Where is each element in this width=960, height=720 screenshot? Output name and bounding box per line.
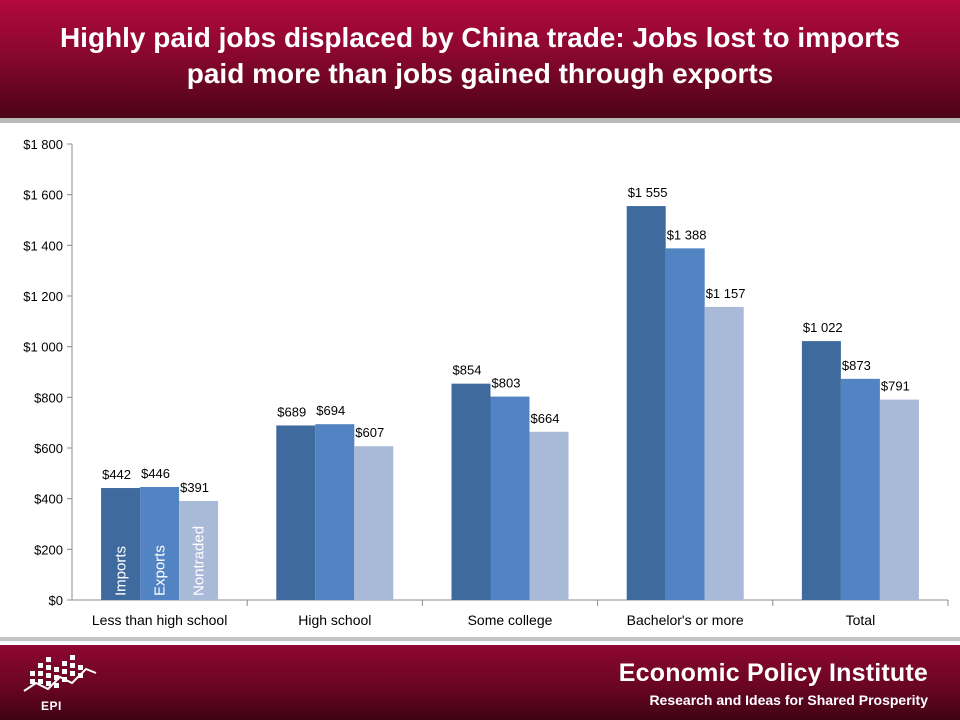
y-tick-label: $1 400 (23, 238, 63, 253)
y-tick-label: $1 800 (23, 137, 63, 152)
legend-label-exports: Exports (152, 545, 169, 596)
epi-logo-icon (23, 655, 97, 692)
x-tick-label: Some college (468, 612, 553, 628)
org-tagline: Research and Ideas for Shared Prosperity (649, 692, 928, 708)
data-label: $694 (316, 403, 345, 418)
header-banner: Highly paid jobs displaced by China trad… (0, 0, 960, 118)
data-label: $664 (531, 411, 560, 426)
bar-nontraded (529, 431, 569, 600)
footer-banner: EPI Economic Policy Institute Research a… (0, 645, 960, 720)
bar-nontraded (354, 446, 394, 600)
y-tick-label: $0 (49, 593, 63, 608)
y-tick-label: $1 600 (23, 188, 63, 203)
y-tick-label: $1 200 (23, 289, 63, 304)
bar-exports (490, 396, 530, 600)
data-label: $854 (453, 363, 482, 378)
bar-imports (101, 488, 141, 600)
data-label: $391 (180, 480, 209, 495)
data-label: $803 (492, 376, 521, 391)
x-tick-label: Bachelor's or more (627, 612, 744, 628)
footer-divider (0, 637, 960, 641)
header-divider (0, 118, 960, 123)
data-label: $873 (842, 358, 871, 373)
x-tick-label: High school (298, 612, 371, 628)
bar-exports (665, 248, 705, 600)
data-label: $1 022 (803, 320, 843, 335)
y-tick-label: $1 000 (23, 340, 63, 355)
data-label: $689 (277, 404, 306, 419)
bar-imports (801, 341, 841, 600)
bar-imports (451, 383, 491, 600)
data-label: $446 (141, 466, 170, 481)
logo-text: EPI (41, 699, 62, 713)
y-tick-label: $200 (34, 542, 63, 557)
x-tick-label: Total (846, 612, 876, 628)
bar-exports (840, 378, 880, 600)
legend-label-nontraded: Nontraded (191, 526, 208, 596)
data-label: $1 157 (706, 286, 746, 301)
data-label: $607 (355, 425, 384, 440)
org-name: Economic Policy Institute (618, 659, 928, 687)
y-tick-label: $800 (34, 390, 63, 405)
bar-exports (140, 487, 180, 600)
bar-chart: $0 $200 $400 $600 $800 $1 000 $1 200 $1 400 $1 6… (23, 137, 949, 628)
data-label: $791 (881, 379, 910, 394)
data-label: $442 (102, 467, 131, 482)
y-tick-label: $400 (34, 492, 63, 507)
bar-exports (315, 424, 355, 600)
bar-nontraded (179, 500, 219, 600)
data-label: $1 555 (628, 185, 668, 200)
chart-title: Highly paid jobs displaced by China trad… (59, 22, 901, 89)
bar-imports (276, 425, 316, 600)
bar-nontraded (704, 306, 744, 600)
y-tick-label: $600 (34, 441, 63, 456)
data-label: $1 388 (667, 227, 707, 242)
bar-imports (626, 206, 666, 601)
x-tick-label: Less than high school (92, 612, 227, 628)
legend-label-imports: Imports (113, 546, 130, 596)
bar-nontraded (879, 399, 919, 600)
